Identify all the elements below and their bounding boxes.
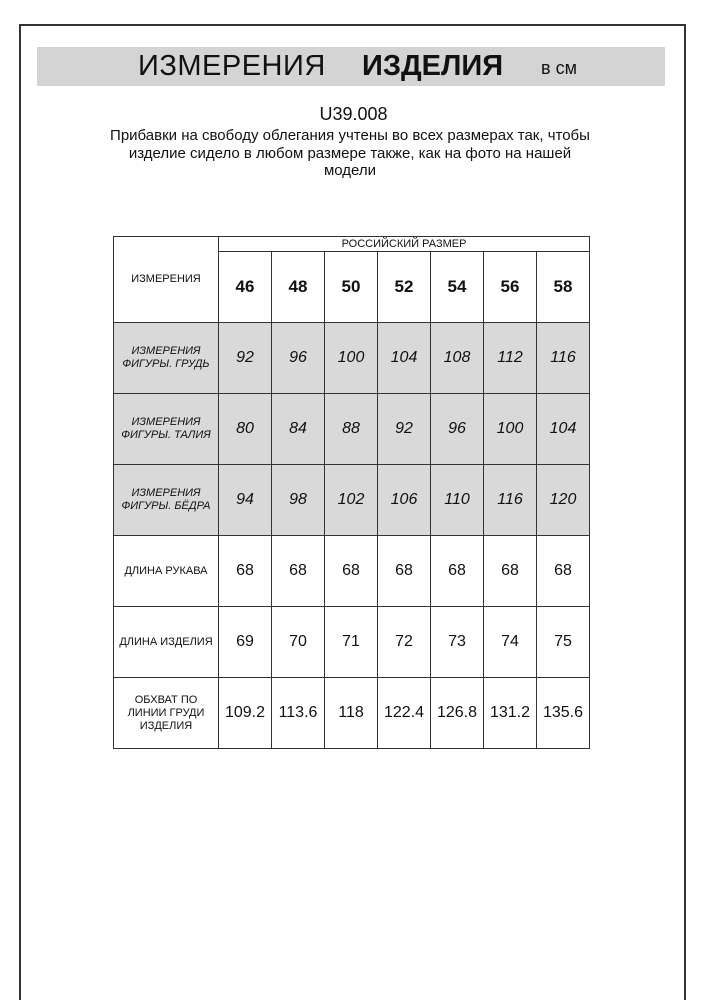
table-cell: 72 xyxy=(377,606,431,678)
table-cell: 98 xyxy=(271,464,325,536)
table-cell: 84 xyxy=(271,393,325,465)
row-label: ДЛИНА РУКАВА xyxy=(113,535,219,607)
table-cell: 113.6 xyxy=(271,677,325,749)
table-cell: 68 xyxy=(536,535,590,607)
size-header: 50 xyxy=(324,251,378,323)
table-cell: 131.2 xyxy=(483,677,537,749)
row-label: ИЗМЕРЕНИЯ ФИГУРЫ. БЁДРА xyxy=(113,464,219,536)
table-cell: 120 xyxy=(536,464,590,536)
size-header: 56 xyxy=(483,251,537,323)
table-cell: 94 xyxy=(218,464,272,536)
table-cell: 102 xyxy=(324,464,378,536)
table-row: ОБХВАТ ПО ЛИНИИ ГРУДИ ИЗДЕЛИЯ 109.2 113.6 1… xyxy=(113,677,590,749)
table-cell: 68 xyxy=(324,535,378,607)
table-cell: 116 xyxy=(536,322,590,394)
table-cell: 70 xyxy=(271,606,325,678)
table-cell: 112 xyxy=(483,322,537,394)
table-cell: 104 xyxy=(536,393,590,465)
size-table: ИЗМЕРЕНИЯ РОССИЙСКИЙ РАЗМЕР 46 48 50 52 54 56… xyxy=(113,236,590,749)
fit-note: Прибавки на свободу облегания учтены во … xyxy=(110,127,590,179)
table-cell: 68 xyxy=(271,535,325,607)
table-cell: 92 xyxy=(218,322,272,394)
title-unit: в см xyxy=(541,58,577,78)
table-cell: 108 xyxy=(430,322,484,394)
size-header: 52 xyxy=(377,251,431,323)
table-cell: 122.4 xyxy=(377,677,431,749)
table-cell: 109.2 xyxy=(218,677,272,749)
table-cell: 100 xyxy=(324,322,378,394)
corner-label: ИЗМЕРЕНИЯ xyxy=(113,236,219,323)
table-cell: 75 xyxy=(536,606,590,678)
table-row: ДЛИНА ИЗДЕЛИЯ 69 70 71 72 73 74 75 xyxy=(113,606,590,678)
title-bar xyxy=(37,47,665,86)
table-cell: 68 xyxy=(218,535,272,607)
title-regular: ИЗМЕРЕНИЯ xyxy=(138,50,326,82)
title-bold: ИЗДЕЛИЯ xyxy=(362,50,504,82)
table-cell: 69 xyxy=(218,606,272,678)
table-row: ИЗМЕРЕНИЯ ФИГУРЫ. ТАЛИЯ 80 84 88 92 96 100 104 xyxy=(113,393,590,465)
table-cell: 68 xyxy=(483,535,537,607)
page-frame xyxy=(19,24,686,1000)
row-label: ИЗМЕРЕНИЯ ФИГУРЫ. ГРУДЬ xyxy=(113,322,219,394)
table-cell: 80 xyxy=(218,393,272,465)
table-cell: 68 xyxy=(430,535,484,607)
table-row: ДЛИНА РУКАВА 68 68 68 68 68 68 68 xyxy=(113,535,590,607)
table-cell: 135.6 xyxy=(536,677,590,749)
table-cell: 100 xyxy=(483,393,537,465)
table-row: ИЗМЕРЕНИЯ ФИГУРЫ. ГРУДЬ 92 96 100 104 108 112 1… xyxy=(113,322,590,394)
table-cell: 71 xyxy=(324,606,378,678)
size-header: 48 xyxy=(271,251,325,323)
row-label: ИЗМЕРЕНИЯ ФИГУРЫ. ТАЛИЯ xyxy=(113,393,219,465)
group-label: РОССИЙСКИЙ РАЗМЕР xyxy=(218,236,590,252)
table-cell: 92 xyxy=(377,393,431,465)
product-code: U39.008 xyxy=(319,104,388,124)
table-cell: 126.8 xyxy=(430,677,484,749)
size-header: 46 xyxy=(218,251,272,323)
row-label: ДЛИНА ИЗДЕЛИЯ xyxy=(113,606,219,678)
table-cell: 106 xyxy=(377,464,431,536)
table-cell: 73 xyxy=(430,606,484,678)
size-header: 58 xyxy=(536,251,590,323)
table-cell: 68 xyxy=(377,535,431,607)
size-header: 54 xyxy=(430,251,484,323)
table-cell: 116 xyxy=(483,464,537,536)
table-cell: 88 xyxy=(324,393,378,465)
table-cell: 74 xyxy=(483,606,537,678)
table-cell: 96 xyxy=(430,393,484,465)
table-cell: 96 xyxy=(271,322,325,394)
table-cell: 104 xyxy=(377,322,431,394)
row-label: ОБХВАТ ПО ЛИНИИ ГРУДИ ИЗДЕЛИЯ xyxy=(113,677,219,749)
table-row: ИЗМЕРЕНИЯ ФИГУРЫ. БЁДРА 94 98 102 106 110 116 1… xyxy=(113,464,590,536)
table-cell: 110 xyxy=(430,464,484,536)
table-cell: 118 xyxy=(324,677,378,749)
